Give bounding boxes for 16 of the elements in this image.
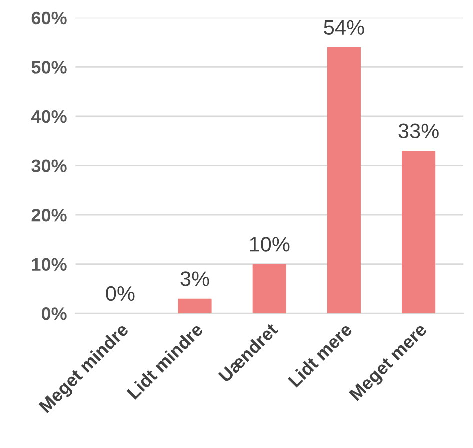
bar <box>327 47 361 314</box>
y-tick-label: 50% <box>32 61 67 74</box>
data-label: 33% <box>398 124 439 139</box>
y-tick-label: 30% <box>32 160 67 173</box>
y-tick-label: 60% <box>32 12 67 25</box>
data-label: 54% <box>324 20 364 36</box>
data-label: 3% <box>180 272 210 286</box>
bar <box>252 264 286 314</box>
data-label: 0% <box>106 286 135 302</box>
y-tick-label: 0% <box>42 308 67 320</box>
bar <box>178 298 212 314</box>
y-tick-label: 20% <box>32 208 67 222</box>
y-tick-label: 40% <box>31 110 67 124</box>
data-label: 10% <box>250 237 290 252</box>
y-tick-label: 10% <box>32 258 67 272</box>
bar <box>402 150 436 314</box>
